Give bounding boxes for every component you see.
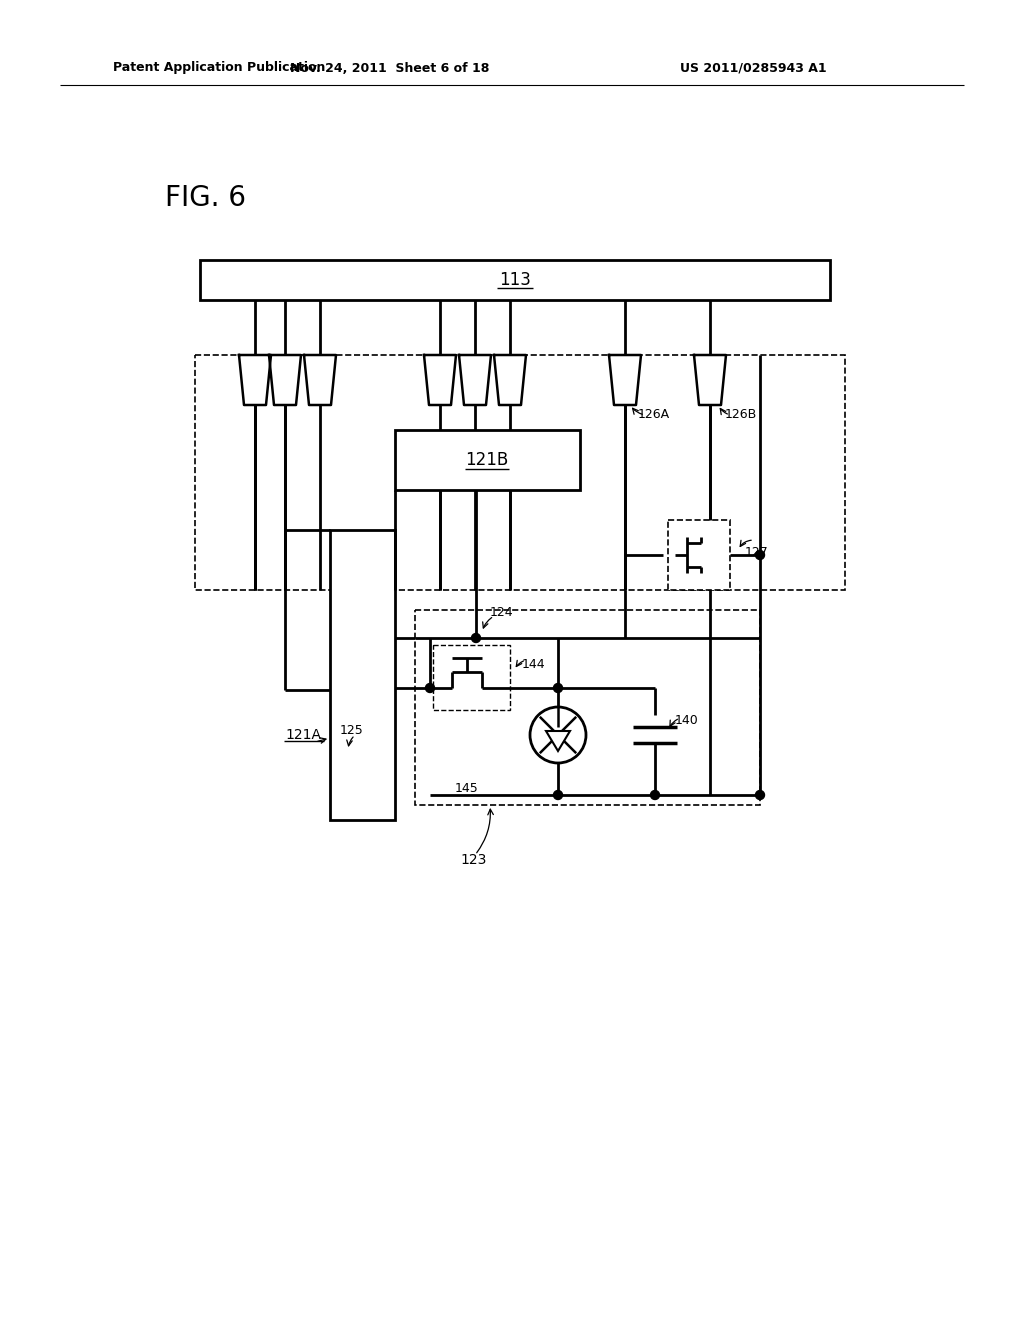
Polygon shape [424,355,456,405]
Bar [200,260,830,300]
Circle shape [426,684,434,693]
Circle shape [554,791,562,800]
Text: 126A: 126A [638,408,670,421]
Polygon shape [459,355,490,405]
Polygon shape [239,355,271,405]
Text: 123: 123 [460,853,486,867]
Text: Patent Application Publication: Patent Application Publication [113,62,326,74]
Text: · ·: · · [500,376,513,389]
Text: FIG. 6: FIG. 6 [165,183,246,213]
Bar [668,520,730,590]
Text: 124: 124 [490,606,514,619]
Bar [330,531,395,820]
Text: 145: 145 [455,781,479,795]
Bar [433,645,510,710]
Bar [415,610,760,805]
Text: 127: 127 [745,546,769,560]
Text: 126B: 126B [725,408,758,421]
Circle shape [756,550,765,560]
Polygon shape [269,355,301,405]
Text: 144: 144 [522,659,546,672]
Text: 125: 125 [340,723,364,737]
Polygon shape [694,355,726,405]
Bar [395,430,580,490]
Text: Nov. 24, 2011  Sheet 6 of 18: Nov. 24, 2011 Sheet 6 of 18 [291,62,489,74]
Polygon shape [494,355,526,405]
Polygon shape [304,355,336,405]
Circle shape [756,791,765,800]
Text: 121B: 121B [465,451,509,469]
Bar [195,355,845,590]
Text: 113: 113 [499,271,530,289]
Circle shape [554,684,562,693]
Circle shape [650,791,659,800]
Text: US 2011/0285943 A1: US 2011/0285943 A1 [680,62,826,74]
Text: 140: 140 [675,714,698,726]
Text: 121A: 121A [285,729,321,742]
Text: · ·: · · [322,376,335,389]
Polygon shape [609,355,641,405]
Polygon shape [546,731,570,751]
Circle shape [471,634,480,643]
